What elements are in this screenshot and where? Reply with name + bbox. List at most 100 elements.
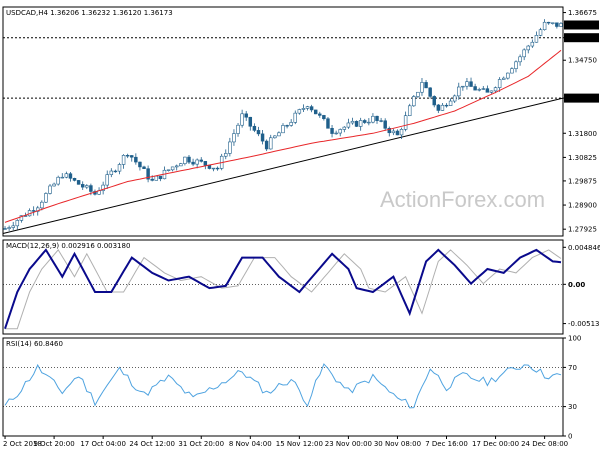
candle-body bbox=[187, 156, 191, 163]
candle-body bbox=[489, 90, 494, 93]
rsi-tick-label: 100 bbox=[568, 335, 581, 343]
x-tick-label: 9 Oct 20:00 bbox=[34, 440, 75, 448]
level-tag-bg bbox=[564, 33, 599, 43]
candle-body bbox=[391, 130, 396, 134]
candle-body bbox=[121, 155, 126, 165]
candle-body bbox=[158, 175, 163, 180]
candle-body bbox=[514, 61, 518, 69]
candle-body bbox=[215, 167, 220, 170]
x-tick-label: 15 Nov 12:00 bbox=[276, 440, 323, 448]
candle-body bbox=[469, 81, 473, 87]
candle-body bbox=[179, 163, 183, 167]
rsi-tick-label: 0 bbox=[568, 433, 572, 441]
candle-body bbox=[375, 115, 379, 121]
candle-body bbox=[72, 177, 77, 181]
macd-tick-label: 0.004846 bbox=[568, 244, 600, 252]
macd-signal-line bbox=[5, 249, 562, 330]
candle-body bbox=[371, 115, 375, 123]
candle-body bbox=[248, 116, 253, 127]
candle-body bbox=[432, 96, 436, 106]
candle-body bbox=[350, 120, 355, 124]
x-tick-label: 8 Nov 04:00 bbox=[229, 440, 272, 448]
candle-body bbox=[399, 129, 404, 136]
x-tick-label: 24 Dec 08:00 bbox=[521, 440, 568, 448]
candle-body bbox=[170, 166, 175, 171]
panel-frame-rsi bbox=[2, 337, 564, 437]
candle-body bbox=[236, 124, 240, 134]
candle-body bbox=[497, 79, 502, 88]
candle-body bbox=[534, 35, 539, 43]
candle-body bbox=[379, 120, 383, 122]
watermark: ActionForex.com bbox=[380, 187, 545, 212]
candle-body bbox=[154, 175, 159, 181]
price-tick-label: 1.27925 bbox=[568, 226, 597, 234]
candle-body bbox=[240, 113, 244, 126]
candle-body bbox=[264, 140, 269, 150]
x-tick-label: 17 Dec 00:00 bbox=[472, 440, 519, 448]
candle-body bbox=[130, 155, 134, 158]
candle-body bbox=[346, 122, 351, 128]
candle-body bbox=[363, 120, 367, 123]
candle-body bbox=[19, 215, 24, 221]
candle-body bbox=[501, 77, 506, 80]
candle-body bbox=[224, 153, 228, 157]
candle-body bbox=[174, 165, 179, 168]
candle-body bbox=[428, 87, 432, 97]
candle-body bbox=[252, 125, 257, 131]
price-tag-bg bbox=[564, 20, 599, 30]
rsi-panel-title: RSI(14) 60.8460 bbox=[6, 340, 63, 348]
price-tick-label: 1.29875 bbox=[568, 177, 597, 185]
candle-body bbox=[64, 173, 69, 178]
rsi-line bbox=[4, 363, 562, 409]
candle-body bbox=[510, 68, 514, 74]
candle-body bbox=[260, 133, 265, 142]
candle-body bbox=[207, 164, 212, 169]
candle-body bbox=[113, 170, 118, 173]
candle-body bbox=[31, 210, 36, 212]
price-tick-label: 1.30825 bbox=[568, 154, 597, 162]
candle-body bbox=[150, 178, 154, 181]
candle-body bbox=[134, 156, 138, 163]
candle-body bbox=[522, 49, 526, 58]
trendline bbox=[2, 97, 564, 235]
panel-frame-price bbox=[2, 6, 564, 237]
macd-tick-label: 0.00 bbox=[568, 281, 585, 289]
level-tag-label: 1.33220 bbox=[567, 95, 596, 103]
candle-body bbox=[395, 130, 400, 136]
candle-body bbox=[387, 127, 392, 134]
candle-body bbox=[289, 122, 293, 126]
candle-body bbox=[3, 228, 7, 230]
candle-body bbox=[89, 185, 93, 192]
candle-body bbox=[80, 184, 85, 188]
candle-body bbox=[542, 21, 547, 31]
candle-body bbox=[473, 86, 477, 91]
candle-body bbox=[105, 174, 109, 186]
x-tick-label: 17 Oct 04:00 bbox=[80, 440, 126, 448]
candle-body bbox=[273, 135, 277, 139]
candle-body bbox=[11, 225, 15, 228]
candle-body bbox=[493, 87, 498, 92]
candle-body bbox=[76, 180, 81, 185]
candle-body bbox=[117, 164, 122, 172]
price-tick-label: 1.34750 bbox=[568, 57, 597, 65]
candle-body bbox=[244, 113, 248, 118]
x-tick-label: 23 Nov 00:00 bbox=[325, 440, 372, 448]
candle-body bbox=[330, 128, 334, 134]
candle-body bbox=[403, 115, 408, 130]
candle-body bbox=[342, 126, 347, 130]
candle-body bbox=[334, 132, 338, 135]
candle-body bbox=[199, 159, 203, 162]
candle-body bbox=[412, 96, 416, 107]
candle-body bbox=[424, 82, 428, 89]
candle-body bbox=[305, 106, 310, 109]
x-tick-label: 7 Dec 16:00 bbox=[425, 440, 468, 448]
candle-body bbox=[7, 227, 11, 229]
candle-body bbox=[559, 23, 563, 27]
candle-body bbox=[183, 156, 187, 164]
candle-body bbox=[318, 113, 322, 116]
candle-body bbox=[146, 168, 150, 180]
candle-body bbox=[15, 220, 20, 227]
x-tick-label: 31 Oct 20:00 bbox=[178, 440, 224, 448]
price-tick-label: 1.28900 bbox=[568, 202, 597, 210]
